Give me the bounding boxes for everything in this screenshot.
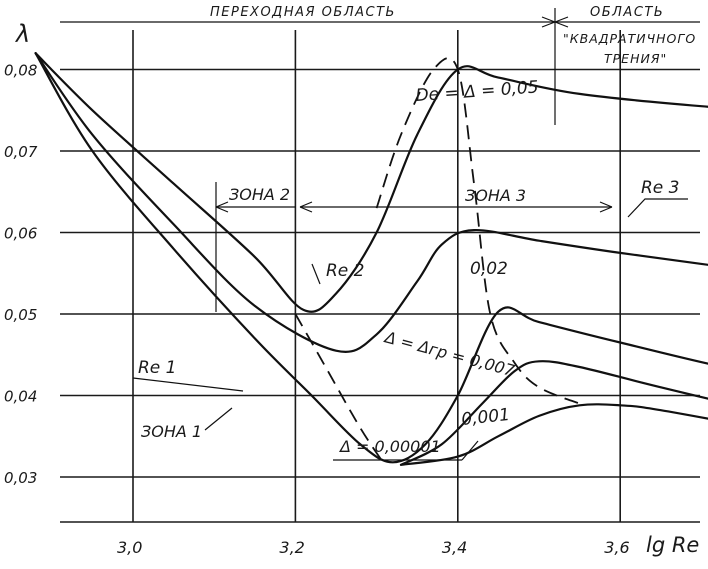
y-tick-label-1: 0,04 <box>4 388 37 406</box>
y-tick-label-3: 0,06 <box>4 225 37 243</box>
label-002: 0,02 <box>470 259 508 279</box>
annotation-zone2: ЗОНА 2 <box>229 185 290 204</box>
y-tick-label-0: 0,03 <box>4 469 37 487</box>
x-tick-label-1: 3,2 <box>279 538 304 557</box>
label-re2: Re 2 <box>326 261 365 281</box>
series-line-1 <box>34 52 708 353</box>
series-line-0 <box>34 52 708 313</box>
label-000001-leader-2 <box>461 440 479 461</box>
re3-leader <box>627 198 688 218</box>
annotation-quadratic-region-1: ОБЛАСТЬ <box>590 5 664 20</box>
zone3-arrowhead-right <box>599 201 613 213</box>
series-line-4 <box>399 403 708 466</box>
annotation-zone1: ЗОНА 1 <box>141 422 202 441</box>
label-0007: Δ = Δгр = 0,007 <box>381 327 518 381</box>
x-tick-label-3: 3,6 <box>604 538 629 557</box>
x-tick-label-0: 3,0 <box>117 538 142 557</box>
region-arrow-left <box>541 16 556 28</box>
annotation-zone3: ЗОНА 3 <box>465 186 526 205</box>
zone2-arrowhead <box>215 201 229 213</box>
series-line-2 <box>34 52 708 464</box>
zone1-leader <box>204 407 233 431</box>
re2-leader <box>311 263 321 285</box>
label-0001: 0,001 <box>460 405 510 430</box>
label-re1: Re 1 <box>138 358 177 378</box>
grid <box>60 30 700 523</box>
zone3-arrowhead-left <box>299 201 313 213</box>
y-tick-label-4: 0,07 <box>4 143 38 161</box>
x-axis-label: lg Re <box>646 533 699 557</box>
label-re3: Re 3 <box>641 178 680 198</box>
y-tick-label-5: 0,08 <box>4 62 37 80</box>
y-axis-label: λ <box>14 20 30 48</box>
annotation-transition-region: ПЕРЕХОДНАЯ ОБЛАСТЬ <box>210 5 396 20</box>
tick-labels: 0,030,040,050,060,070,083,03,23,43,63,84… <box>4 62 630 558</box>
series-line-5 <box>294 313 386 466</box>
label-de-005: De = Δ = 0,05 <box>415 77 539 106</box>
y-tick-label-2: 0,05 <box>4 306 37 324</box>
series <box>34 52 708 466</box>
annotation-quadratic-region-2: "КВАДРАТИЧНОГО <box>563 31 696 46</box>
series-line-3 <box>399 360 708 466</box>
series-line-6 <box>375 57 580 405</box>
region-arrow-right <box>554 16 569 28</box>
x-tick-label-2: 3,4 <box>442 538 467 557</box>
annotation-quadratic-region-3: ТРЕНИЯ" <box>604 51 667 66</box>
label-000001: Δ = 0,00001 <box>338 437 441 456</box>
re1-leader <box>132 377 244 392</box>
